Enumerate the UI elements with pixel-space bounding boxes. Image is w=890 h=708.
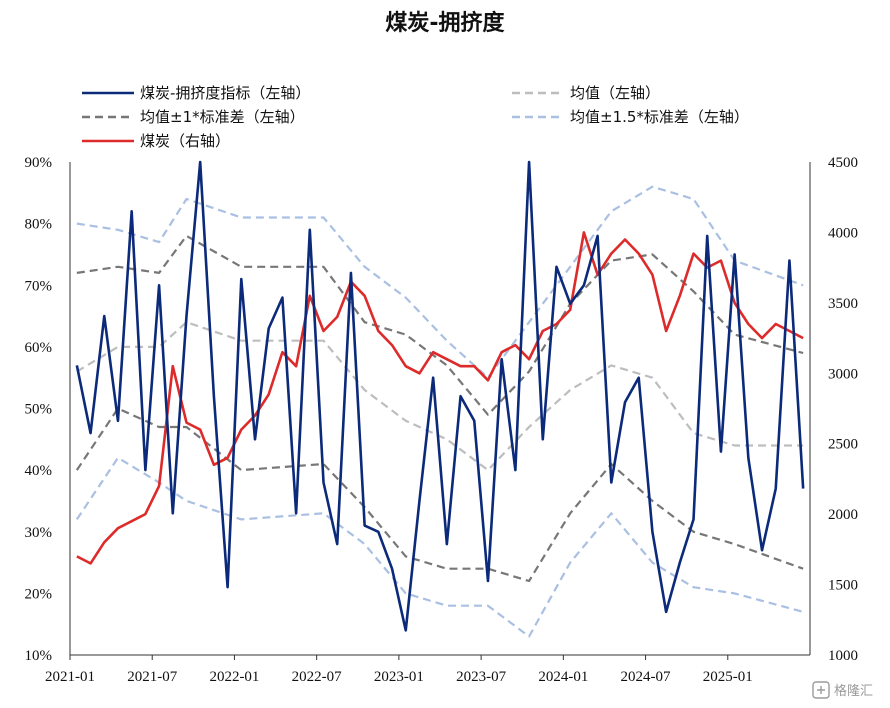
y-left-tick-label: 30%	[25, 525, 53, 541]
y-right-tick-label: 2000	[828, 507, 858, 523]
series-line	[76, 234, 804, 416]
series-line	[75, 456, 804, 638]
y-right-tick-label: 3500	[828, 296, 858, 312]
x-tick-label: 2023-07	[456, 669, 506, 685]
x-tick-label: 2024-01	[538, 669, 588, 685]
x-tick-label: 2024-07	[621, 669, 671, 685]
watermark-logo-icon	[812, 681, 830, 699]
y-left-tick-label: 40%	[25, 463, 53, 479]
y-left-tick-label: 20%	[25, 586, 53, 602]
y-axis-right: 1000 1500 2000 2500 3000 3500 4000 4500	[828, 155, 858, 664]
legend-label: 煤炭-拥挤度指标（左轴）	[140, 84, 310, 102]
legend-label: 均值（左轴）	[570, 84, 660, 102]
series-line	[76, 231, 804, 565]
series-line	[75, 160, 805, 632]
watermark-text: 格隆汇	[834, 683, 873, 699]
series-line	[75, 407, 804, 583]
series-layer	[75, 160, 805, 638]
y-right-tick-label: 2500	[828, 437, 858, 453]
series-line	[76, 185, 804, 379]
y-right-tick-label: 4500	[828, 155, 858, 171]
x-axis: 2021-01 2021-07 2022-01 2022-07 2023-01 2023-…	[45, 655, 753, 685]
y-left-tick-label: 80%	[25, 217, 53, 233]
y-left-tick-label: 70%	[25, 278, 53, 294]
y-left-tick-label: 90%	[25, 155, 53, 171]
y-right-tick-label: 4000	[828, 225, 858, 241]
x-tick-label: 2022-01	[209, 669, 259, 685]
y-left-tick-label: 60%	[25, 340, 53, 356]
y-left-tick-label: 10%	[25, 648, 53, 664]
legend: 煤炭-拥挤度指标（左轴） 均值（左轴） 均值±1*标准差（左轴） 均值±1.5*标准差…	[82, 84, 749, 150]
legend-label: 均值±1.5*标准差（左轴）	[570, 108, 749, 126]
legend-label: 煤炭（右轴）	[140, 132, 230, 150]
x-tick-label: 2025-01	[703, 669, 753, 685]
plot-area	[69, 162, 811, 656]
x-tick-label: 2021-01	[45, 669, 95, 685]
y-left-tick-label: 50%	[25, 402, 53, 418]
x-tick-label: 2021-07	[127, 669, 177, 685]
x-tick-label: 2022-07	[292, 669, 342, 685]
chart-title: 煤炭-拥挤度	[385, 10, 505, 36]
y-axis-left: 10% 20% 30% 40% 50% 60% 70% 80% 90%	[25, 155, 53, 664]
x-tick-label: 2023-01	[374, 669, 424, 685]
watermark-logo-mark	[817, 686, 825, 694]
y-right-tick-label: 3000	[828, 366, 858, 382]
legend-label: 均值±1*标准差（左轴）	[140, 108, 305, 126]
series-line	[76, 321, 804, 472]
watermark: 格隆汇	[812, 681, 873, 699]
y-right-tick-label: 1000	[828, 648, 858, 664]
y-right-tick-label: 1500	[828, 578, 858, 594]
